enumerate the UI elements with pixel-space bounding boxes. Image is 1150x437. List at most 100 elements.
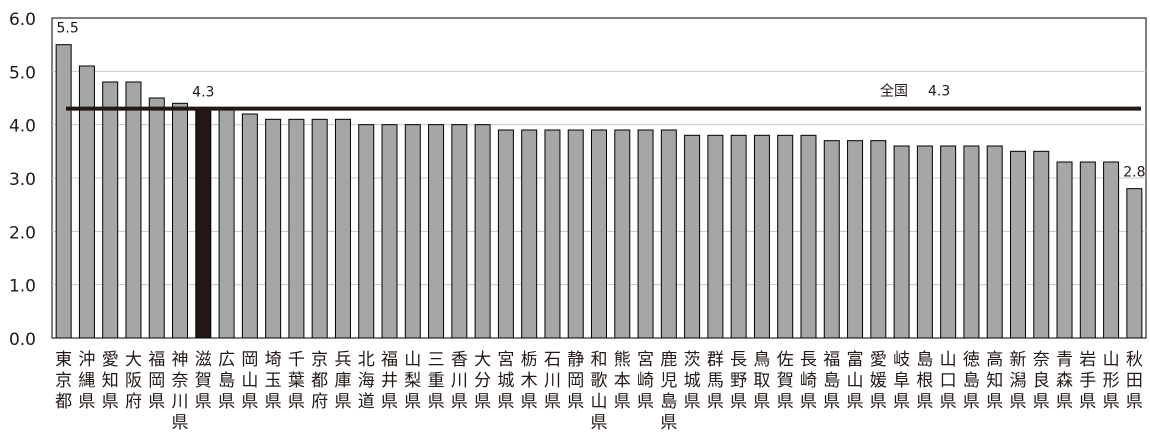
y-tick-label: 0.0: [9, 330, 36, 350]
x-tick-label: 滋賀県: [195, 350, 212, 412]
y-tick-label: 3.0: [9, 170, 36, 190]
bar: [311, 118, 328, 339]
data-label: 5.5: [57, 21, 79, 37]
bar: [614, 129, 631, 339]
x-tick-label: 佐賀県: [777, 350, 794, 412]
x-tick-label: 青森県: [1056, 350, 1073, 412]
x-tick-label: 群馬県: [707, 350, 724, 412]
bar: [497, 129, 514, 339]
x-tick-label: 福島県: [823, 350, 840, 412]
x-tick-label: 北海道: [358, 350, 375, 412]
x-tick-label: 宮崎県: [637, 350, 654, 412]
y-tick-label: 6.0: [9, 10, 36, 30]
x-tick-label: 石川県: [544, 350, 561, 412]
bar: [55, 44, 72, 339]
bar: [800, 134, 817, 339]
x-tick-label: 新潟県: [1009, 350, 1026, 412]
y-tick-label: 2.0: [9, 223, 36, 243]
bar: [730, 134, 747, 339]
x-tick-label: 香川県: [451, 350, 468, 412]
bar: [288, 118, 305, 339]
x-tick-label: 岐阜県: [893, 350, 910, 412]
bar: [963, 145, 980, 339]
bar: [381, 124, 398, 339]
bar: [428, 124, 445, 339]
bar: [358, 124, 375, 339]
x-tick-label: 福岡県: [148, 350, 165, 412]
bar: [660, 129, 677, 339]
bar: [1056, 161, 1073, 339]
bar: [684, 134, 701, 339]
y-tick-label: 5.0: [9, 63, 36, 83]
bar: [637, 129, 654, 339]
bar: [241, 113, 258, 339]
bar: [707, 134, 724, 339]
x-tick-label: 広島県: [218, 350, 235, 412]
bar: [986, 145, 1003, 339]
data-labels: 5.5 4.3 2.8: [57, 21, 1146, 181]
y-tick-label: 1.0: [9, 277, 36, 297]
bar: [940, 145, 957, 339]
bar: [870, 140, 887, 339]
bar: [451, 124, 468, 339]
bar: [591, 129, 607, 339]
x-tick-label: 鹿児島県: [660, 350, 677, 433]
bar: [777, 134, 794, 339]
bar: [334, 118, 351, 339]
bar: [1033, 150, 1050, 339]
x-tick-label: 奈良県: [1033, 350, 1050, 412]
x-tick-label: 徳島県: [963, 350, 980, 412]
bar: [172, 102, 189, 339]
bar: [521, 129, 538, 339]
x-tick-label: 富山県: [847, 350, 864, 412]
x-tick-label: 長崎県: [800, 350, 817, 412]
x-tick-label: 山形県: [1103, 350, 1120, 412]
x-tick-label: 和歌山県: [591, 350, 608, 433]
x-tick-label: 千葉県: [288, 350, 305, 412]
x-tick-label: 静岡県: [567, 350, 584, 412]
x-tick-label: 高知県: [986, 350, 1003, 412]
bar: [823, 140, 840, 339]
x-tick-label: 大分県: [474, 350, 491, 412]
x-tick-label: 大阪府: [125, 350, 142, 412]
bar: [916, 145, 933, 339]
bar: [125, 81, 142, 339]
x-tick-label: 三重県: [428, 350, 445, 412]
x-tick-label: 島根県: [916, 350, 933, 412]
x-tick-label: 熊本県: [614, 350, 631, 412]
x-tick-label: 埼玉県: [265, 350, 282, 412]
bar: [404, 124, 421, 339]
x-tick-label: 愛媛県: [870, 350, 887, 412]
data-label: 2.8: [1123, 165, 1145, 181]
x-tick-label: 栃木県: [521, 350, 538, 412]
bar: [567, 129, 584, 339]
x-tick-label: 福井県: [381, 350, 398, 412]
x-tick-label: 長野県: [730, 350, 747, 412]
bar: [218, 108, 235, 339]
reference-line-value: 4.3: [928, 84, 950, 100]
bar: [1103, 161, 1120, 339]
bar: [265, 118, 282, 339]
bar: [1009, 150, 1026, 339]
reference-line-group: 全国 4.3: [66, 83, 1141, 111]
x-tick-label: 沖縄県: [78, 350, 95, 412]
x-tick-label: 岩手県: [1079, 350, 1096, 412]
x-tick-label: 東京都: [55, 350, 72, 412]
x-tick-label: 山口県: [940, 350, 957, 412]
bar: [474, 124, 491, 339]
y-tick-label: 4.0: [9, 117, 36, 137]
bar-highlight: [195, 108, 212, 339]
x-tick-label: 京都府: [311, 350, 328, 412]
x-tick-label: 兵庫県: [334, 350, 351, 412]
x-tick-label: 神奈川県: [172, 350, 189, 433]
x-tick-label: 愛知県: [102, 350, 119, 412]
bar: [893, 145, 910, 339]
bar: [1126, 188, 1143, 339]
x-axis-tick-labels: 東京都沖縄県愛知県大阪府福岡県神奈川県滋賀県広島県岡山県埼玉県千葉県京都府兵庫県…: [55, 350, 1143, 433]
bars: [55, 44, 1143, 339]
x-tick-label: 岡山県: [241, 350, 258, 412]
bar: [102, 81, 119, 339]
x-tick-label: 宮城県: [497, 350, 514, 412]
